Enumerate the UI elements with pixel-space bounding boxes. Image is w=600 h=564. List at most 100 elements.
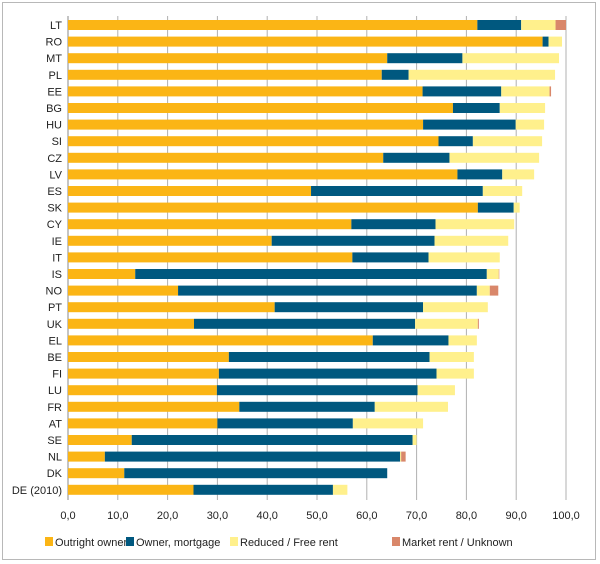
category-label: ES [47,186,62,198]
bar-segment [351,219,436,230]
bar-segment [438,136,473,147]
legend-label: Owner, mortgage [136,537,220,549]
bar-segment [515,119,545,130]
bar-segment [501,86,550,97]
category-label: PL [49,70,62,82]
category-label: AT [49,418,63,430]
legend-label: Reduced / Free rent [240,537,338,549]
bar-segment [352,252,429,263]
bar-segment [542,36,549,47]
category-label: FI [52,369,62,381]
bar-segment [68,186,312,196]
bar-segment [436,368,474,379]
bar-segment [311,186,483,196]
bar-segment [499,103,546,113]
bar-segment [548,36,563,47]
bar-segment [68,119,424,130]
bar-segment [513,202,520,213]
bar-segment [68,451,105,462]
bar-segment [472,136,543,147]
legend-swatch [392,537,400,546]
category-label: EL [49,335,62,347]
legend-label: Outright owner [55,537,127,549]
bar-segment [423,302,488,313]
x-tick-label: 50,0 [306,510,327,522]
chart-frame [2,2,596,560]
bar-segment [381,69,409,80]
bar-segment [486,269,499,279]
x-tick-label: 30,0 [207,510,228,522]
x-tick-label: 90,0 [505,510,526,522]
bar-segment [68,152,384,163]
category-label: PT [48,302,62,314]
legend-label: Market rent / Unknown [402,537,513,549]
bar-segment [239,401,375,412]
x-tick-label: 80,0 [456,510,477,522]
bar-segment [68,69,382,80]
bar-segment [555,20,566,30]
bar-segment [400,451,402,462]
category-label: NL [48,452,62,464]
bar-segment [489,285,499,296]
category-label: IS [52,269,62,281]
bar-segment [68,468,125,479]
bar-segment [401,451,406,462]
bar-segment [477,202,514,213]
category-label: NO [46,286,63,298]
bar-segment [462,53,560,64]
bar-segment [68,86,423,97]
bar-segment [68,202,478,213]
x-tick-label: 60,0 [356,510,377,522]
bar-segment [68,36,543,47]
bar-segment [68,335,373,346]
bar-segment [428,252,500,263]
bar-segment [216,385,418,396]
category-label: DK [47,468,63,480]
x-tick-label: 100,0 [552,510,580,522]
category-label: BG [46,103,62,115]
legend-swatch [230,537,238,546]
bar-segment [68,401,240,412]
category-label: IT [52,252,62,264]
bar-segment [131,435,413,445]
bar-segment [521,20,556,30]
bar-segment [68,484,194,495]
bar-segment [68,252,353,263]
bar-segment [374,401,448,412]
bar-segment [477,20,522,30]
bar-segment [68,318,194,329]
x-tick-label: 10,0 [107,510,128,522]
x-tick-label: 20,0 [157,510,178,522]
bar-segment [415,318,478,329]
bar-segment [387,53,463,64]
bar-segment [217,418,353,429]
category-label: SE [47,435,62,447]
bar-segment [502,169,535,180]
bar-segment [68,169,458,180]
bar-segment [429,352,474,362]
category-label: CZ [47,153,62,165]
bar-segment [68,352,229,362]
bar-segment [435,219,515,230]
bar-segment [332,484,348,495]
bar-segment [452,103,500,113]
category-label: IE [52,236,62,248]
bar-segment [135,269,487,279]
bar-segment [68,435,132,445]
bar-segment [68,235,272,246]
bar-segment [68,285,179,296]
x-tick-label: 0,0 [60,510,75,522]
category-label: RO [46,37,63,49]
bar-segment [178,285,477,296]
bar-segment [549,86,552,97]
category-label: BE [47,352,62,364]
bar-segment [68,368,219,379]
bar-segment [477,318,479,329]
bar-segment [193,318,416,329]
bar-segment [423,119,516,130]
category-label: LT [50,20,62,32]
x-tick-label: 40,0 [256,510,277,522]
legend-swatch [126,537,134,546]
bar-segment [228,352,430,362]
